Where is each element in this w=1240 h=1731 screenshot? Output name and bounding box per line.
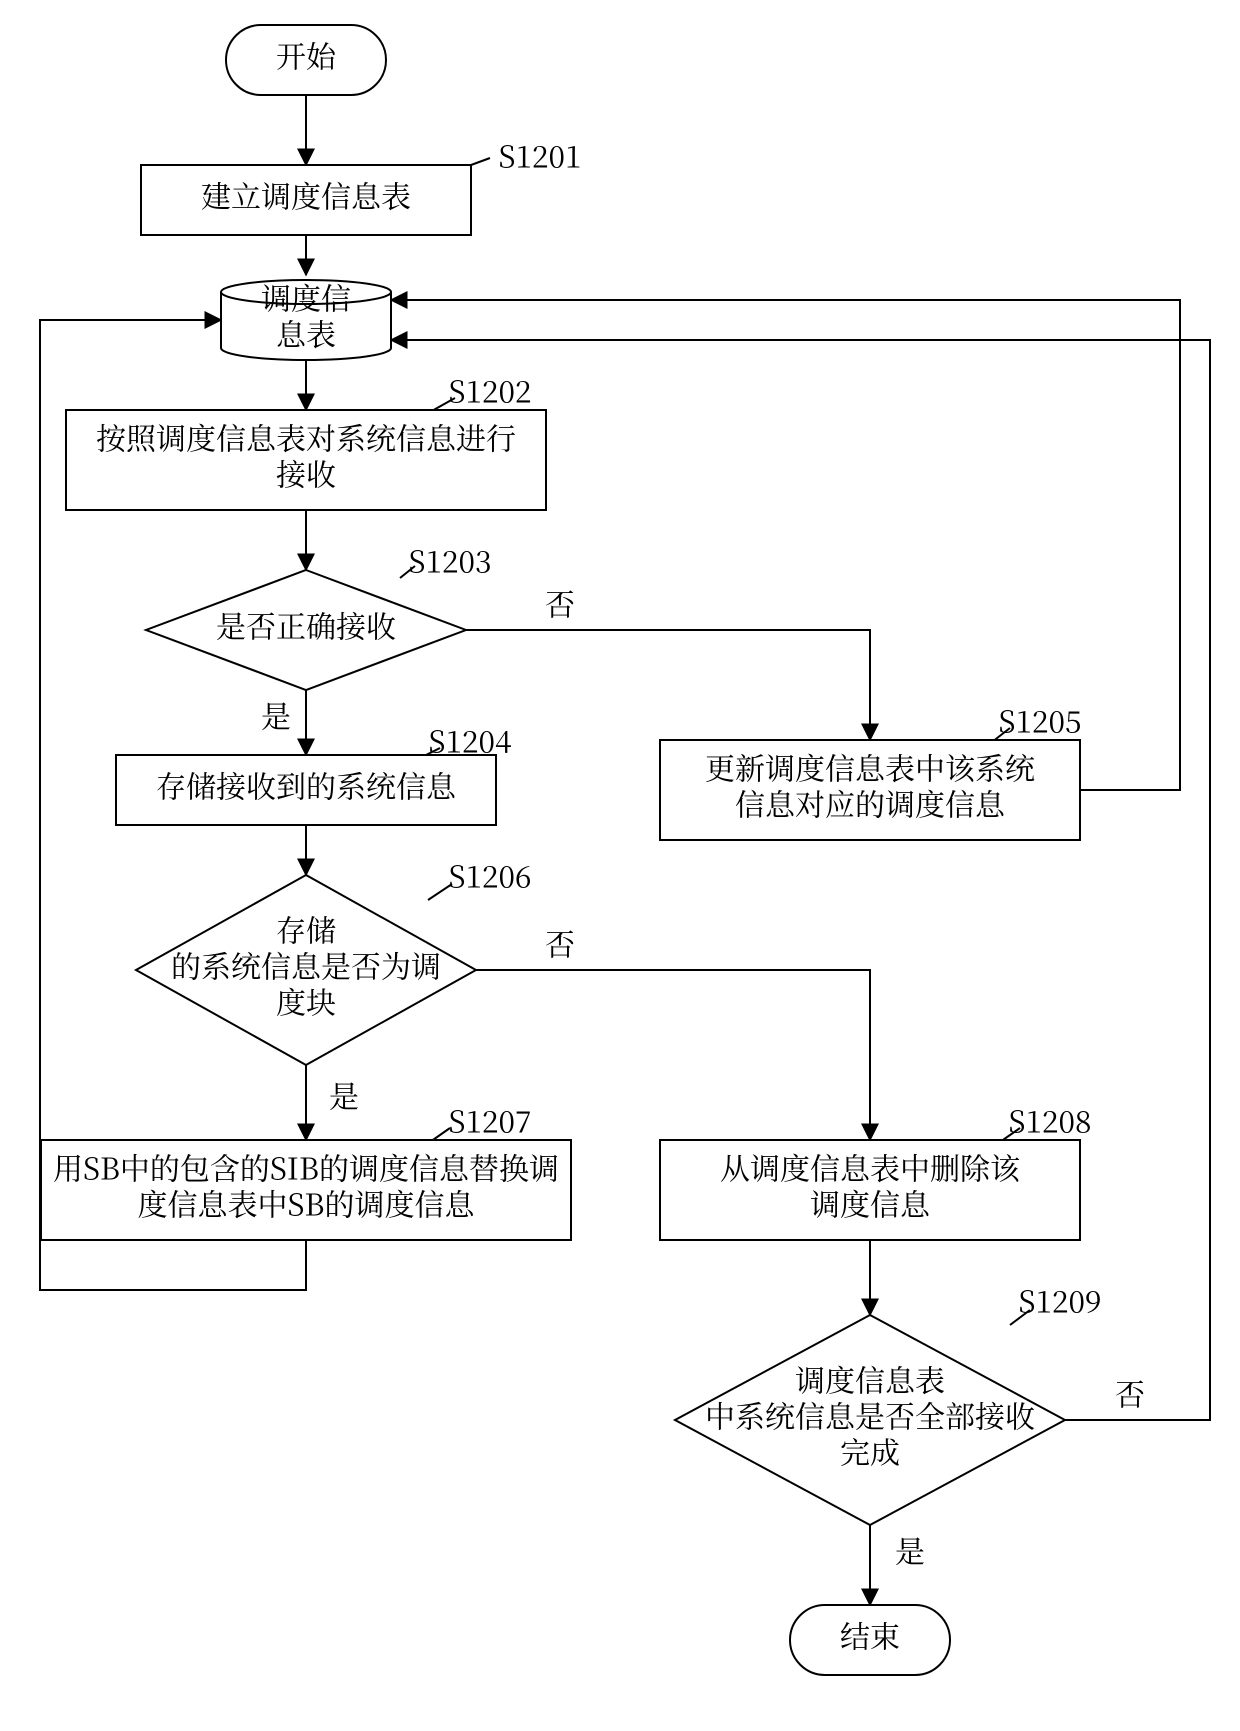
s1207-text: 度信息表中SB的调度信息 [138,1181,476,1225]
node-s1202: 按照调度信息表对系统信息进行接收 [66,410,546,510]
s1202-text: 接收 [276,451,336,495]
s1206-text: 度块 [276,979,336,1023]
s1205-text: 信息对应的调度信息 [735,781,1006,825]
edge-label-s1209-end: 是 [895,1528,925,1572]
s1203-step-label: S1203 [408,538,491,582]
s1204-step-label: S1204 [428,718,511,762]
edges-layer [40,95,1210,1605]
s1208-step-label: S1208 [1008,1098,1091,1142]
node-s1206: 存储的系统信息是否为调度块 [136,875,476,1065]
s1201-step-label: S1201 [498,133,581,177]
nodes-layer: 开始建立调度信息表调度信息表按照调度信息表对系统信息进行接收是否正确接收存储接收… [41,25,1080,1675]
s1207-step-label: S1207 [448,1098,531,1142]
s1206-step-label: S1206 [448,853,531,897]
edge-label-s1206-s1208: 否 [545,921,575,965]
db-text: 息表 [276,311,336,355]
flowchart-canvas: 开始建立调度信息表调度信息表按照调度信息表对系统信息进行接收是否正确接收存储接收… [0,0,1240,1731]
node-s1201: 建立调度信息表 [141,165,471,235]
node-s1204: 存储接收到的系统信息 [116,755,496,825]
start-text: 开始 [276,33,337,77]
edge-s1203-s1205 [466,630,870,740]
edge-label-s1203-s1205: 否 [545,581,575,625]
s1202-step-label: S1202 [448,368,531,412]
s1201-text: 建立调度信息表 [201,173,411,217]
s1209-step-label: S1209 [1018,1278,1101,1322]
edge-label-s1206-s1207: 是 [329,1073,359,1117]
node-start: 开始 [226,25,386,95]
s1204-text: 存储接收到的系统信息 [156,763,457,807]
node-s1207: 用SB中的包含的SIB的调度信息替换调度信息表中SB的调度信息 [41,1140,571,1240]
edge-label-s1203-s1204: 是 [261,693,291,737]
s1209-text: 完成 [840,1429,900,1473]
node-s1205: 更新调度信息表中该系统信息对应的调度信息 [660,740,1080,840]
node-s1203: 是否正确接收 [146,570,466,690]
node-s1208: 从调度信息表中删除该调度信息 [660,1140,1080,1240]
edge-label-s1209-db: 否 [1115,1371,1145,1415]
leader-s1201 [471,158,490,165]
end-text: 结束 [840,1613,900,1657]
s1208-text: 调度信息 [810,1181,931,1225]
s1203-text: 是否正确接收 [216,603,396,647]
node-db: 调度信息表 [221,275,391,360]
labels-layer: 是否是否是否S1201S1202S1203S1204S1205S1206S120… [261,133,1145,1572]
node-s1209: 调度信息表中系统信息是否全部接收完成 [675,1315,1065,1525]
s1205-step-label: S1205 [998,698,1081,742]
node-end: 结束 [790,1605,950,1675]
edge-s1206-s1208 [476,970,870,1140]
